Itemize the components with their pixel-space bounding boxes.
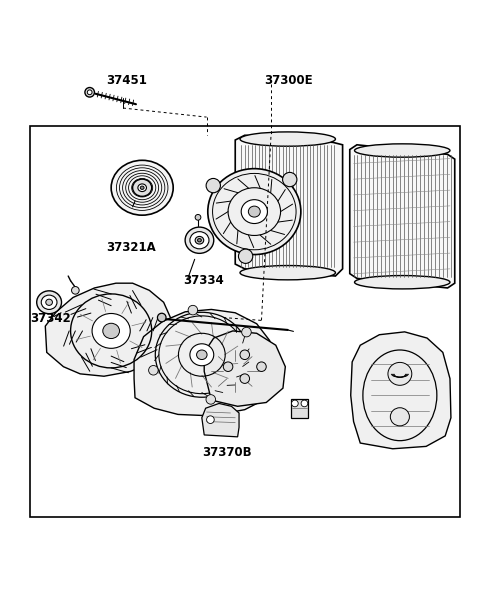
Text: 37342: 37342 xyxy=(30,312,71,325)
Ellipse shape xyxy=(355,144,450,157)
Circle shape xyxy=(206,394,216,404)
Circle shape xyxy=(72,287,79,294)
Ellipse shape xyxy=(240,265,336,280)
Text: 37370B: 37370B xyxy=(202,446,252,459)
Ellipse shape xyxy=(248,206,260,217)
Text: 37451: 37451 xyxy=(107,74,147,87)
Circle shape xyxy=(195,214,201,220)
Polygon shape xyxy=(351,332,451,449)
Circle shape xyxy=(87,90,92,95)
Circle shape xyxy=(283,173,297,187)
Ellipse shape xyxy=(36,291,61,314)
Ellipse shape xyxy=(198,239,201,242)
Ellipse shape xyxy=(197,350,207,359)
Circle shape xyxy=(206,178,220,193)
Ellipse shape xyxy=(140,186,144,189)
Ellipse shape xyxy=(92,314,130,348)
Bar xyxy=(30,126,459,517)
Ellipse shape xyxy=(355,275,450,289)
Ellipse shape xyxy=(240,132,336,146)
Ellipse shape xyxy=(138,184,146,192)
Circle shape xyxy=(240,374,250,383)
Text: 37334: 37334 xyxy=(183,274,224,287)
Ellipse shape xyxy=(190,231,209,249)
Ellipse shape xyxy=(103,323,120,339)
Text: 37321A: 37321A xyxy=(107,241,156,254)
Circle shape xyxy=(206,416,214,424)
Ellipse shape xyxy=(208,168,301,255)
Ellipse shape xyxy=(190,344,214,366)
Circle shape xyxy=(240,350,250,359)
Circle shape xyxy=(149,365,158,375)
Ellipse shape xyxy=(185,227,214,253)
Polygon shape xyxy=(235,135,343,276)
Polygon shape xyxy=(202,403,239,437)
Circle shape xyxy=(85,87,95,97)
Polygon shape xyxy=(134,309,277,416)
Polygon shape xyxy=(204,331,285,406)
Circle shape xyxy=(157,313,166,322)
Polygon shape xyxy=(350,145,455,288)
Circle shape xyxy=(242,327,251,337)
Circle shape xyxy=(291,400,298,407)
Circle shape xyxy=(239,249,253,264)
Ellipse shape xyxy=(195,236,204,244)
Ellipse shape xyxy=(111,160,173,215)
Circle shape xyxy=(257,362,266,371)
Ellipse shape xyxy=(390,408,409,426)
Ellipse shape xyxy=(241,200,267,224)
Text: 37300E: 37300E xyxy=(264,74,312,87)
Ellipse shape xyxy=(388,362,412,386)
Polygon shape xyxy=(45,283,173,376)
Circle shape xyxy=(301,400,308,407)
Ellipse shape xyxy=(41,295,57,309)
Circle shape xyxy=(188,305,198,315)
Ellipse shape xyxy=(132,179,152,196)
Circle shape xyxy=(223,362,233,371)
Bar xyxy=(291,399,308,418)
Ellipse shape xyxy=(46,299,52,305)
